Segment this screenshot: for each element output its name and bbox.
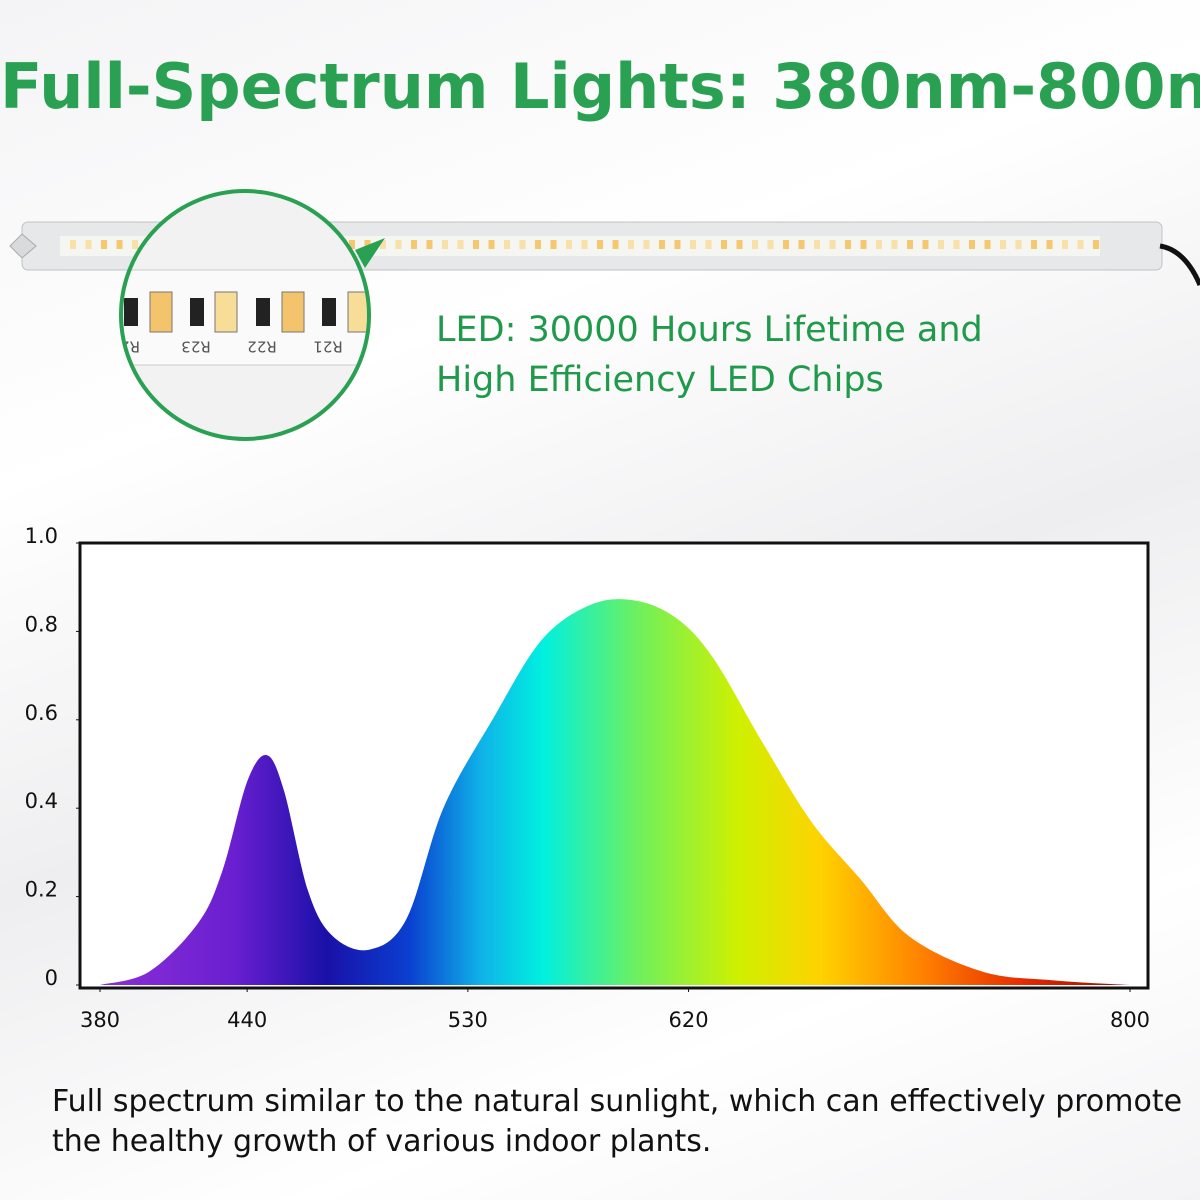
led-text: High Efficiency LED Chips: [436, 360, 884, 400]
led-chip: [783, 240, 789, 249]
led-chip: [922, 240, 929, 249]
led-chip: [349, 240, 355, 249]
led-chip: [395, 240, 402, 249]
spectrum-area: [100, 599, 1130, 985]
led-chip: [380, 240, 386, 249]
led-chip: [1000, 240, 1006, 249]
led-chip: [907, 240, 913, 249]
led-chip: [659, 240, 665, 249]
led-chip: [829, 240, 836, 249]
led-chip: [364, 240, 371, 249]
led-chip: [814, 240, 820, 249]
led-chip: [705, 240, 712, 249]
led-chip: [473, 240, 479, 249]
y-tick-label: 0.4: [25, 789, 58, 813]
led-chip: [85, 240, 92, 249]
x-tick-label: 620: [669, 1008, 709, 1032]
led-chip: [566, 240, 572, 249]
led-chip: [550, 240, 557, 249]
led-chip: [938, 240, 944, 249]
y-tick-label: 0.8: [25, 612, 58, 636]
led-chip: [674, 240, 681, 249]
led-chip: [953, 240, 960, 249]
chip-label: R23: [181, 338, 211, 356]
led-chip: [969, 240, 975, 249]
led-text: LED: 30000 Hours Lifetime and: [436, 310, 983, 350]
led-chip: [643, 240, 650, 249]
led-chip: [132, 240, 138, 249]
led-chip: [845, 240, 851, 249]
led-chip: [1077, 240, 1084, 249]
y-tick-label: 0: [45, 966, 58, 990]
y-tick-label: 0.2: [25, 878, 58, 902]
led-chip: [1062, 240, 1068, 249]
caption: Full spectrum similar to the natural sun…: [52, 1084, 1183, 1119]
led-chip: [116, 240, 123, 249]
led-chip: [876, 240, 882, 249]
led-chip: [752, 240, 758, 249]
led-chip: [442, 240, 448, 249]
led-chip: [101, 240, 107, 249]
led-chip: [612, 240, 619, 249]
led-chip: [891, 240, 898, 249]
led-chip: [535, 240, 541, 249]
led-chip: [628, 240, 634, 249]
led-chip: [690, 240, 696, 249]
led-chip: [597, 240, 603, 249]
led-chip: [581, 240, 588, 249]
x-tick-label: 530: [448, 1008, 488, 1032]
led-chip: [798, 240, 805, 249]
led-chip: [984, 240, 991, 249]
led-chip: [504, 240, 510, 249]
led-chip: [457, 240, 464, 249]
chip-label: R21: [313, 338, 343, 356]
x-tick-label: 440: [227, 1008, 267, 1032]
zoom-circle: R2 R23 R22 R21: [119, 189, 385, 441]
title: Full-Spectrum Lights: 380nm-800nm: [0, 50, 1200, 123]
y-tick-label: 0.6: [25, 701, 58, 725]
x-tick-label: 800: [1110, 1008, 1150, 1032]
led-chip: [721, 240, 727, 249]
led-chip: [411, 240, 417, 249]
led-chip: [1046, 240, 1053, 249]
led-chip: [1093, 240, 1099, 249]
led-chip: [426, 240, 433, 249]
led-chip: [519, 240, 526, 249]
y-tick-label: 1.0: [25, 524, 58, 548]
led-chip: [736, 240, 743, 249]
caption: the healthy growth of various indoor pla…: [52, 1124, 712, 1159]
led-chip: [488, 240, 495, 249]
chip-label: R22: [247, 338, 277, 356]
led-chip: [70, 240, 76, 249]
led-chip: [1031, 240, 1037, 249]
led-chip: [1015, 240, 1022, 249]
led-chip: [860, 240, 867, 249]
led-chip: [767, 240, 774, 249]
x-tick-label: 380: [80, 1008, 120, 1032]
